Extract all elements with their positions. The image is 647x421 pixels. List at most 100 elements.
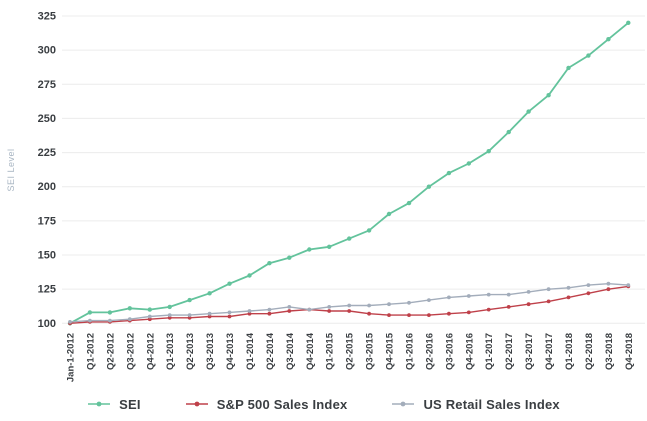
data-point (466, 161, 471, 166)
x-tick-label: Q3-2014 (285, 332, 296, 370)
x-tick-label: Q1-2016 (404, 333, 415, 370)
series-line (69, 21, 630, 325)
data-point (546, 93, 551, 98)
data-point (486, 292, 491, 297)
x-tick-label: Q1-2018 (564, 333, 575, 370)
x-tick-label: Q4-2013 (225, 333, 236, 370)
x-tick-label: Q2-2018 (584, 333, 595, 370)
data-point (327, 309, 332, 313)
data-point (566, 65, 571, 71)
y-tick-label: 325 (38, 11, 56, 23)
x-tick-label: Q2-2017 (504, 333, 515, 370)
x-tick-label: Q4-2016 (464, 333, 475, 370)
data-point (147, 317, 152, 322)
data-point (526, 290, 531, 294)
data-point (586, 291, 591, 296)
y-tick-label: 125 (38, 284, 56, 296)
data-point (287, 255, 292, 260)
data-point (506, 129, 511, 135)
data-point (466, 310, 471, 315)
data-point (367, 303, 371, 308)
y-tick-label: 175 (38, 215, 56, 227)
data-point (426, 184, 432, 189)
data-point (167, 315, 172, 320)
legend-marker-icon (392, 401, 415, 407)
data-point (187, 297, 192, 303)
data-point (546, 299, 551, 304)
x-tick-label: Q3-2015 (365, 332, 376, 370)
y-tick-label: 250 (38, 113, 56, 125)
data-point (407, 313, 411, 317)
series-us-retail-sales-index (68, 281, 631, 324)
x-tick-label: Q2-2012 (105, 333, 116, 370)
data-point (586, 53, 591, 58)
data-point (606, 37, 611, 42)
data-point (227, 314, 232, 319)
data-point (407, 300, 411, 305)
legend-item-sei: SEI (87, 397, 141, 412)
data-point (327, 244, 332, 249)
data-point (187, 313, 192, 317)
x-tick-label: Q3-2017 (524, 333, 535, 370)
x-tick-label: Q3-2016 (444, 333, 455, 370)
data-point (247, 273, 252, 278)
data-point (427, 313, 431, 317)
data-point (127, 317, 132, 322)
data-point (366, 228, 372, 233)
legend-marker-icon (88, 401, 111, 407)
data-point (267, 307, 272, 312)
data-point (347, 303, 352, 308)
x-tick-label: Q2-2014 (265, 332, 276, 370)
data-point (307, 307, 312, 312)
data-point (427, 298, 431, 302)
data-point (267, 261, 272, 266)
x-tick-label: Q4-2018 (624, 333, 635, 370)
data-point (247, 311, 252, 316)
data-point (387, 302, 391, 307)
data-point (327, 305, 332, 309)
x-tick-label: Q2-2016 (424, 333, 435, 370)
x-tick-label: Q1-2012 (85, 333, 96, 370)
data-point (606, 281, 611, 286)
data-point (566, 295, 571, 300)
data-point (347, 236, 352, 241)
data-point (586, 283, 591, 287)
data-point (207, 311, 212, 316)
data-point (606, 287, 611, 292)
data-point (68, 320, 72, 324)
data-point (147, 314, 152, 319)
data-point (506, 292, 511, 297)
y-tick-label: 200 (38, 181, 56, 193)
data-point (566, 285, 571, 290)
y-tick-label: 300 (38, 45, 56, 57)
data-point (287, 305, 292, 309)
data-point (127, 306, 132, 311)
x-tick-label: Q2-2013 (185, 333, 196, 370)
data-point (227, 281, 232, 286)
legend-item-s-p-500-sales-index: S&P 500 Sales Index (185, 397, 348, 412)
data-point (386, 211, 392, 217)
data-point (546, 287, 551, 292)
data-point (167, 304, 172, 310)
x-tick-label: Q3-2018 (604, 333, 615, 370)
data-point (626, 283, 631, 287)
x-tick-label: Q3-2013 (205, 333, 216, 370)
data-point (227, 310, 232, 315)
data-point (387, 313, 391, 317)
data-point (207, 314, 212, 319)
data-point (108, 318, 112, 323)
legend-item-us-retail-sales-index: US Retail Sales Index (391, 396, 560, 412)
data-point (406, 200, 412, 206)
data-point (447, 295, 451, 300)
y-tick-label: 225 (38, 147, 56, 159)
data-point (87, 310, 93, 315)
data-point (247, 309, 252, 313)
y-tick-label: 100 (38, 318, 56, 330)
line-chart: 100 125 150 175 200 225 250 275 300 325 SEI Level J… (6, 11, 645, 382)
legend-label: SEI (119, 396, 141, 412)
x-tick-label: Q1-2017 (484, 333, 495, 370)
legend-label: US Retail Sales Index (423, 396, 560, 412)
data-point (307, 247, 312, 252)
data-point (187, 315, 192, 320)
